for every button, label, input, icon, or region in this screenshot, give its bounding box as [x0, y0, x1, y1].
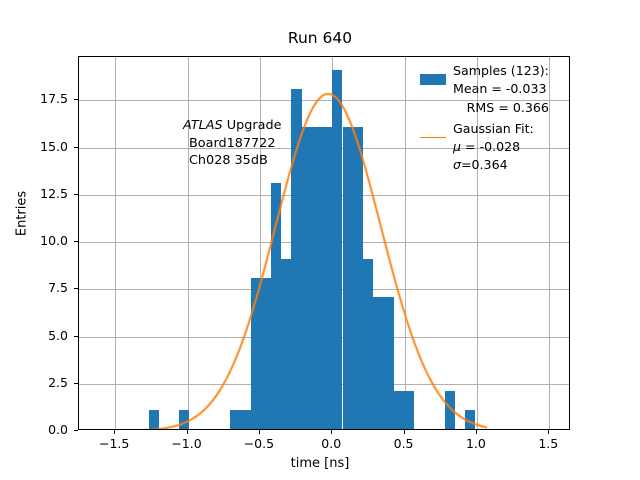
- x-axis-tick: [258, 430, 260, 434]
- x-axis-tick: [475, 430, 477, 434]
- y-axis-tick-label: 2.5: [48, 374, 68, 390]
- chart-title: Run 640: [287, 29, 353, 47]
- x-axis-tick-label: −1.0: [171, 436, 202, 451]
- legend-entry-fit: Gaussian Fit: μ = -0.028: [420, 120, 549, 156]
- x-axis-tick-label: 0.5: [393, 436, 414, 451]
- y-axis-tick: [74, 193, 78, 195]
- legend-entry-samples: Samples (123): Mean = -0.033: [420, 62, 549, 98]
- y-axis-tick: [74, 430, 78, 431]
- y-axis-tick: [74, 99, 78, 101]
- x-axis-tick: [403, 430, 405, 434]
- x-axis-tick-label: 0.0: [321, 436, 342, 451]
- y-axis-tick-label: 15.0: [40, 138, 68, 154]
- legend-swatch-fit-icon: [420, 137, 446, 138]
- x-axis-tick: [114, 430, 116, 434]
- legend-samples-header: Samples (123):: [453, 63, 549, 78]
- legend-samples-rms: RMS = 0.366: [466, 99, 549, 115]
- mu-symbol: μ: [453, 138, 462, 154]
- sigma-value: =0.364: [460, 157, 508, 173]
- legend-samples-mean: Mean = -0.033: [453, 80, 547, 96]
- y-axis-tick-label: 10.0: [40, 233, 68, 249]
- y-axis-tick: [74, 382, 78, 384]
- legend: Samples (123): Mean = -0.033 RMS = 0.366…: [420, 62, 549, 174]
- legend-swatch-histogram-icon: [420, 74, 446, 86]
- x-axis-tick: [186, 430, 188, 434]
- x-axis-tick-label: 1.0: [465, 436, 486, 451]
- y-axis-tick: [74, 146, 78, 148]
- x-axis-label: time [ns]: [290, 456, 350, 471]
- y-axis-tick-label: 17.5: [40, 91, 68, 107]
- x-axis-tick: [331, 430, 333, 434]
- mu-value: = -0.028: [461, 138, 521, 154]
- y-axis-tick-label: 12.5: [40, 185, 68, 201]
- y-axis-tick-label: 0.0: [48, 422, 68, 437]
- annotation-line-2: Board187722: [189, 135, 276, 151]
- upgrade-label: Upgrade: [222, 118, 282, 133]
- y-axis-tick: [74, 241, 78, 243]
- y-axis-tick: [74, 335, 78, 337]
- gaussian-fit-curve: [79, 57, 569, 429]
- y-axis-tick-label: 7.5: [48, 280, 68, 296]
- legend-fit-mu: μ = -0.028: [453, 138, 534, 156]
- legend-fit-header: Gaussian Fit:: [453, 120, 534, 136]
- legend-fit-sigma: σ=0.364: [420, 156, 549, 174]
- x-axis-tick-label: −1.5: [98, 436, 130, 451]
- atlas-annotation: ATLAS Upgrade Board187722 Ch028 35dB: [183, 117, 281, 170]
- annotation-line-1: ATLAS Upgrade: [183, 117, 281, 135]
- x-axis-tick-label: 1.5: [538, 436, 559, 451]
- x-axis-tick: [548, 430, 550, 434]
- y-axis-tick: [74, 288, 78, 290]
- sigma-symbol: σ: [453, 157, 461, 173]
- plot-area: ATLAS Upgrade Board187722 Ch028 35dB: [78, 56, 570, 430]
- annotation-line-3: Ch028 35dB: [189, 153, 268, 169]
- x-axis-tick-label: −0.5: [243, 436, 275, 451]
- y-axis-label: Entries: [14, 190, 30, 237]
- y-axis-tick-label: 5.0: [48, 327, 68, 343]
- atlas-label: ATLAS: [183, 118, 223, 133]
